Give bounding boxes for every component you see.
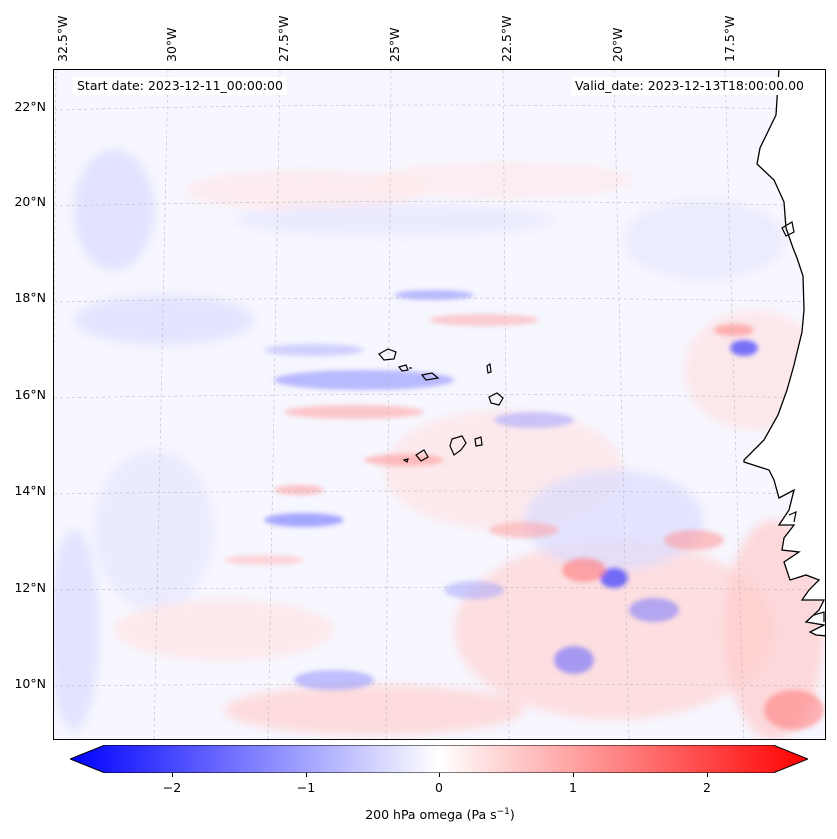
- start-date-label: Start date: 2023-12-11_00:00:00: [73, 77, 287, 95]
- map-panel: [53, 69, 826, 740]
- colorbar-fill: [68, 744, 810, 774]
- lon-tick-17-5w: 17.5°W: [722, 15, 737, 62]
- omega-field-streaks: [224, 290, 824, 730]
- lat-tick-20n: 20°N: [14, 194, 46, 209]
- lat-tick-12n: 12°N: [14, 580, 46, 595]
- lon-tick-32-5w: 32.5°W: [55, 15, 70, 62]
- cb-tick-minus2: −2: [162, 780, 182, 795]
- colorbar-svg: [68, 744, 810, 774]
- lat-tick-18n: 18°N: [14, 290, 46, 305]
- graticule: [54, 70, 825, 739]
- cb-tick-mark-1: [573, 773, 574, 777]
- cb-tick-1: 1: [569, 780, 577, 795]
- cb-tick-2: 2: [703, 780, 711, 795]
- cb-tick-mark-0: [439, 773, 440, 777]
- colorbar-label: 200 hPa omega (Pa s−1): [365, 807, 515, 823]
- omega-field-svg: [54, 70, 825, 739]
- lat-tick-16n: 16°N: [14, 387, 46, 402]
- lon-tick-22-5w: 22.5°W: [499, 15, 514, 62]
- valid-date-label: Valid_date: 2023-12-13T18:00:00.00: [570, 77, 808, 95]
- cb-tick-mark-minus1: [306, 773, 307, 777]
- africa-land: [743, 70, 825, 637]
- cb-tick-mark-minus2: [172, 773, 173, 777]
- lon-tick-30w: 30°W: [164, 27, 179, 62]
- cape-verde-islands: [378, 348, 504, 463]
- cb-tick-0: 0: [435, 780, 443, 795]
- lat-tick-22n: 22°N: [14, 99, 46, 114]
- cb-tick-minus1: −1: [296, 780, 316, 795]
- coastline-details: [781, 221, 825, 622]
- lat-tick-10n: 10°N: [14, 676, 46, 691]
- lat-tick-14n: 14°N: [14, 483, 46, 498]
- colorbar: [68, 744, 810, 774]
- cb-tick-mark-2: [707, 773, 708, 777]
- lon-tick-27-5w: 27.5°W: [276, 15, 291, 62]
- lon-tick-25w: 25°W: [387, 27, 402, 62]
- lon-tick-20w: 20°W: [610, 27, 625, 62]
